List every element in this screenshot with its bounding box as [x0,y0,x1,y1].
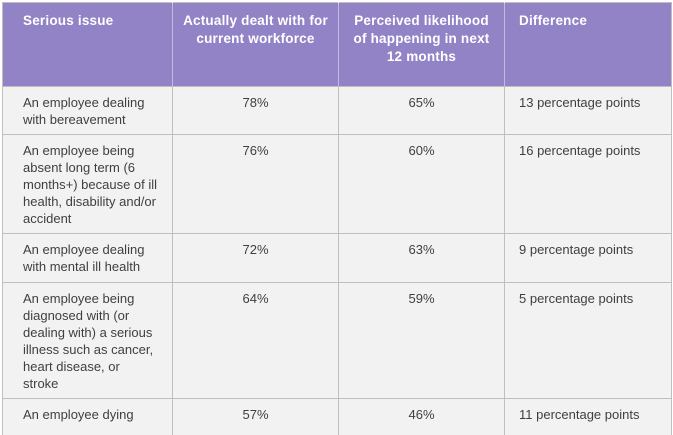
cell-perceived-likelihood: 60% [338,134,505,234]
cell-actually-dealt-with: 72% [172,233,339,283]
column-header-actually-dealt-with: Actually dealt with for current workforc… [172,2,339,87]
column-header-perceived-likelihood: Perceived likelihood of happening in nex… [338,2,505,87]
table-header: Serious issue Actually dealt with for cu… [2,2,672,87]
header-row: Serious issue Actually dealt with for cu… [2,2,672,87]
cell-perceived-likelihood: 65% [338,86,505,135]
table-row: An employee being diagnosed with (or dea… [2,282,672,399]
cell-serious-issue: An employee being diagnosed with (or dea… [2,282,173,399]
table-body: An employee dealing with bereavement 78%… [2,86,672,435]
cell-actually-dealt-with: 76% [172,134,339,234]
cell-difference: 13 percentage points [504,86,672,135]
cell-difference: 16 percentage points [504,134,672,234]
cell-difference: 5 percentage points [504,282,672,399]
cell-serious-issue: An employee dealing with bereavement [2,86,173,135]
cell-perceived-likelihood: 46% [338,398,505,435]
table-row: An employee dealing with bereavement 78%… [2,86,672,135]
cell-serious-issue: An employee dying [2,398,173,435]
cell-serious-issue: An employee being absent long term (6 mo… [2,134,173,234]
table-row: An employee dying 57% 46% 11 percentage … [2,398,672,435]
cell-perceived-likelihood: 59% [338,282,505,399]
cell-actually-dealt-with: 64% [172,282,339,399]
cell-actually-dealt-with: 57% [172,398,339,435]
cell-serious-issue: An employee dealing with mental ill heal… [2,233,173,283]
column-header-difference: Difference [504,2,672,87]
table-row: An employee being absent long term (6 mo… [2,134,672,234]
cell-actually-dealt-with: 78% [172,86,339,135]
column-header-serious-issue: Serious issue [2,2,173,87]
cell-difference: 11 percentage points [504,398,672,435]
cell-perceived-likelihood: 63% [338,233,505,283]
table-row: An employee dealing with mental ill heal… [2,233,672,283]
cell-difference: 9 percentage points [504,233,672,283]
